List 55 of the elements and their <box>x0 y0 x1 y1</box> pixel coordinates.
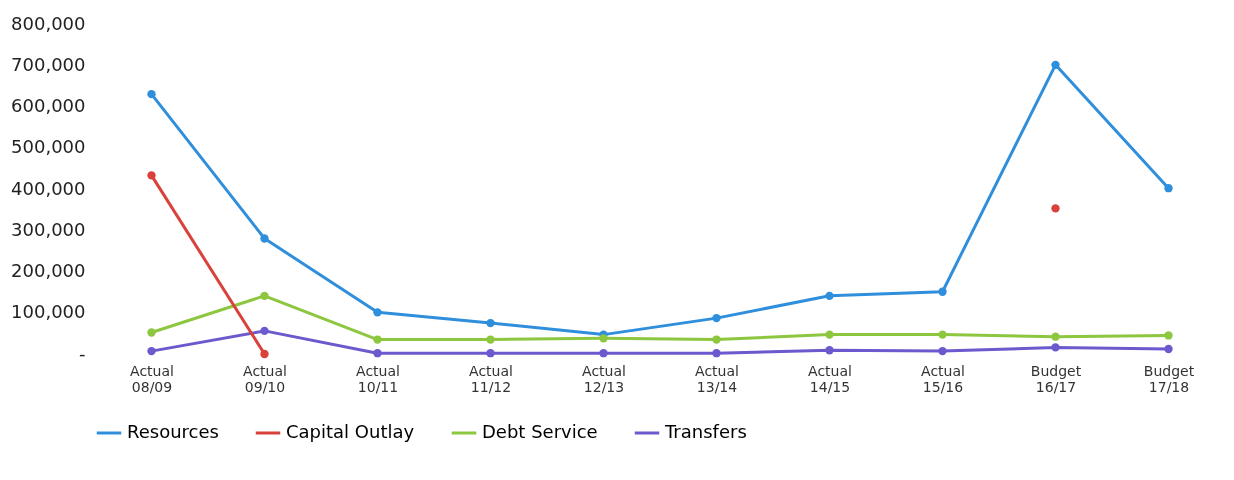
y-tick-label: - <box>79 342 86 364</box>
y-tick-label: 700,000 <box>11 53 86 75</box>
point <box>1164 184 1173 193</box>
point <box>486 335 495 344</box>
point <box>712 313 721 323</box>
point <box>373 308 382 317</box>
point <box>147 328 156 337</box>
point <box>260 349 269 359</box>
point <box>1051 343 1060 352</box>
point <box>486 318 495 328</box>
point <box>147 171 156 180</box>
point <box>938 346 947 356</box>
point <box>1164 331 1173 340</box>
y-tick-label: 600,000 <box>11 95 86 116</box>
point <box>938 330 947 339</box>
point <box>1164 344 1173 354</box>
y-tick-label: 500,000 <box>11 136 86 158</box>
point <box>1051 204 1060 213</box>
x-tick-label: Actual 12/13 <box>582 362 626 395</box>
x-tick-label: Actual 15/16 <box>921 362 965 395</box>
point <box>599 349 608 358</box>
point <box>373 349 382 358</box>
y-tick-label: 100,000 <box>11 301 86 323</box>
point <box>1051 60 1060 70</box>
x-tick-label: Actual 13/14 <box>695 362 739 395</box>
point <box>486 349 495 358</box>
point <box>147 89 156 99</box>
legend-label: Transfers <box>664 421 747 442</box>
point <box>938 287 947 296</box>
point <box>1051 332 1060 341</box>
point <box>712 349 721 358</box>
point <box>825 291 834 301</box>
legend-label: Resources <box>127 421 219 442</box>
point <box>373 335 382 344</box>
x-tick-label: Actual 10/11 <box>356 362 400 395</box>
x-tick-label: Actual 08/09 <box>130 362 174 395</box>
y-tick-label: 400,000 <box>11 177 86 199</box>
legend-label: Capital Outlay <box>286 421 415 442</box>
point <box>825 346 834 355</box>
point <box>260 291 269 301</box>
y-tick-label: 200,000 <box>11 260 86 281</box>
x-tick-label: Budget 17/18 <box>1143 362 1195 395</box>
x-tick-label: Actual 09/10 <box>243 362 287 395</box>
point <box>147 346 156 356</box>
point <box>825 330 834 339</box>
x-tick-label: Actual 11/12 <box>469 362 513 395</box>
y-tick-label: 300,000 <box>11 218 86 240</box>
legend-label: Debt Service <box>482 421 598 442</box>
point <box>599 334 608 343</box>
point <box>712 335 721 344</box>
point <box>260 326 269 336</box>
x-tick-label: Budget 16/17 <box>1030 362 1082 395</box>
point <box>260 234 269 243</box>
y-tick-label: 800,000 <box>11 12 86 34</box>
x-tick-label: Actual 14/15 <box>808 362 852 395</box>
